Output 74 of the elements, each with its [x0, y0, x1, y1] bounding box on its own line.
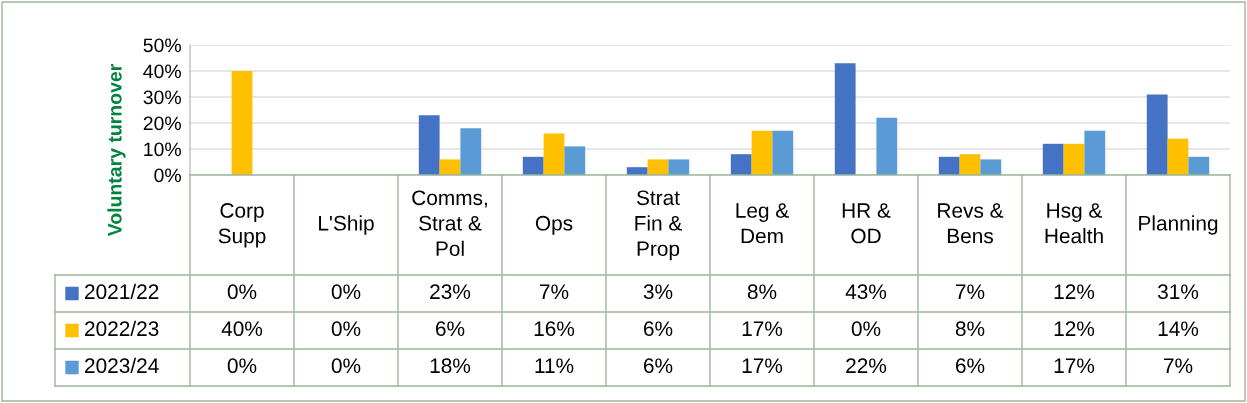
data-label: 0% — [331, 284, 361, 300]
legend-label: 2022/23 — [85, 320, 159, 337]
x-tick-label: L'Ship — [319, 215, 374, 235]
data-label: 40% — [221, 321, 263, 337]
data-label: 8% — [747, 284, 777, 300]
y-axis-title: Voluntary turnover — [107, 64, 126, 237]
bar — [439, 159, 461, 175]
y-tick-label: 20% — [143, 116, 181, 131]
legend-label: 2023/24 — [85, 357, 159, 374]
data-label: 43% — [845, 284, 887, 300]
bar — [418, 115, 440, 175]
bar — [1167, 138, 1189, 175]
bar — [231, 71, 253, 175]
data-label: 17% — [742, 321, 783, 337]
bar — [834, 63, 856, 175]
x-tick-label: Corp Supp — [218, 203, 266, 248]
x-tick-label: HR & OD — [842, 203, 891, 244]
bar — [1188, 156, 1210, 175]
data-label: 8% — [955, 321, 985, 337]
data-label: 0% — [331, 321, 361, 337]
bar — [543, 133, 565, 175]
bar — [647, 159, 669, 175]
data-label: 6% — [436, 321, 465, 337]
bar — [626, 167, 648, 175]
data-label: 22% — [846, 358, 887, 374]
bar — [1042, 143, 1064, 175]
data-label: 7% — [956, 284, 985, 300]
data-label: 7% — [540, 284, 569, 300]
x-tick-label: Strat Fin & Prop — [635, 190, 682, 261]
y-tick-label: 50% — [143, 38, 181, 53]
bar — [730, 154, 752, 175]
data-label: 14% — [1158, 321, 1199, 337]
data-label: 16% — [534, 321, 575, 337]
bar — [772, 130, 794, 175]
data-label: 12% — [1054, 321, 1095, 337]
data-label: 11% — [535, 358, 574, 374]
data-label: 6% — [644, 358, 673, 374]
x-tick-label: Revs & Bens — [938, 203, 1004, 244]
bar — [522, 156, 544, 175]
y-tick-label: 40% — [143, 64, 181, 79]
bar — [959, 154, 981, 175]
x-tick-label: Ops — [535, 215, 573, 235]
x-tick-label: Hsg & Health — [1045, 203, 1103, 244]
bar — [564, 146, 586, 175]
data-label: 6% — [644, 321, 673, 337]
data-label: 0% — [227, 358, 257, 374]
y-tick-label: 10% — [144, 142, 181, 157]
data-label: 0% — [331, 358, 361, 374]
y-tick-label: 30% — [143, 90, 181, 105]
bar — [980, 159, 1002, 175]
data-label: 17% — [742, 358, 783, 374]
legend-label: 2021/22 — [85, 283, 159, 300]
bar — [938, 156, 960, 175]
data-label: 6% — [956, 358, 985, 374]
bar — [668, 159, 690, 175]
data-label: 31% — [1157, 284, 1199, 300]
data-label: 23% — [430, 284, 471, 300]
data-label: 0% — [227, 284, 257, 300]
bar — [1146, 94, 1168, 175]
bar — [751, 130, 773, 175]
y-tick-label: 0% — [154, 168, 181, 183]
data-label: 7% — [1164, 358, 1193, 374]
data-label: 18% — [430, 358, 471, 374]
x-tick-label: Planning — [1139, 215, 1218, 235]
x-tick-label: Comms, Strat & Pol — [412, 190, 487, 257]
data-label: 17% — [1054, 358, 1095, 374]
data-label: 0% — [851, 321, 881, 337]
x-tick-label: Leg & Dem — [736, 203, 789, 244]
bar — [1063, 143, 1085, 175]
bar — [460, 128, 482, 175]
data-label: 3% — [643, 284, 673, 300]
data-label: 12% — [1054, 284, 1095, 300]
bar — [876, 117, 898, 175]
bar — [1084, 130, 1106, 175]
